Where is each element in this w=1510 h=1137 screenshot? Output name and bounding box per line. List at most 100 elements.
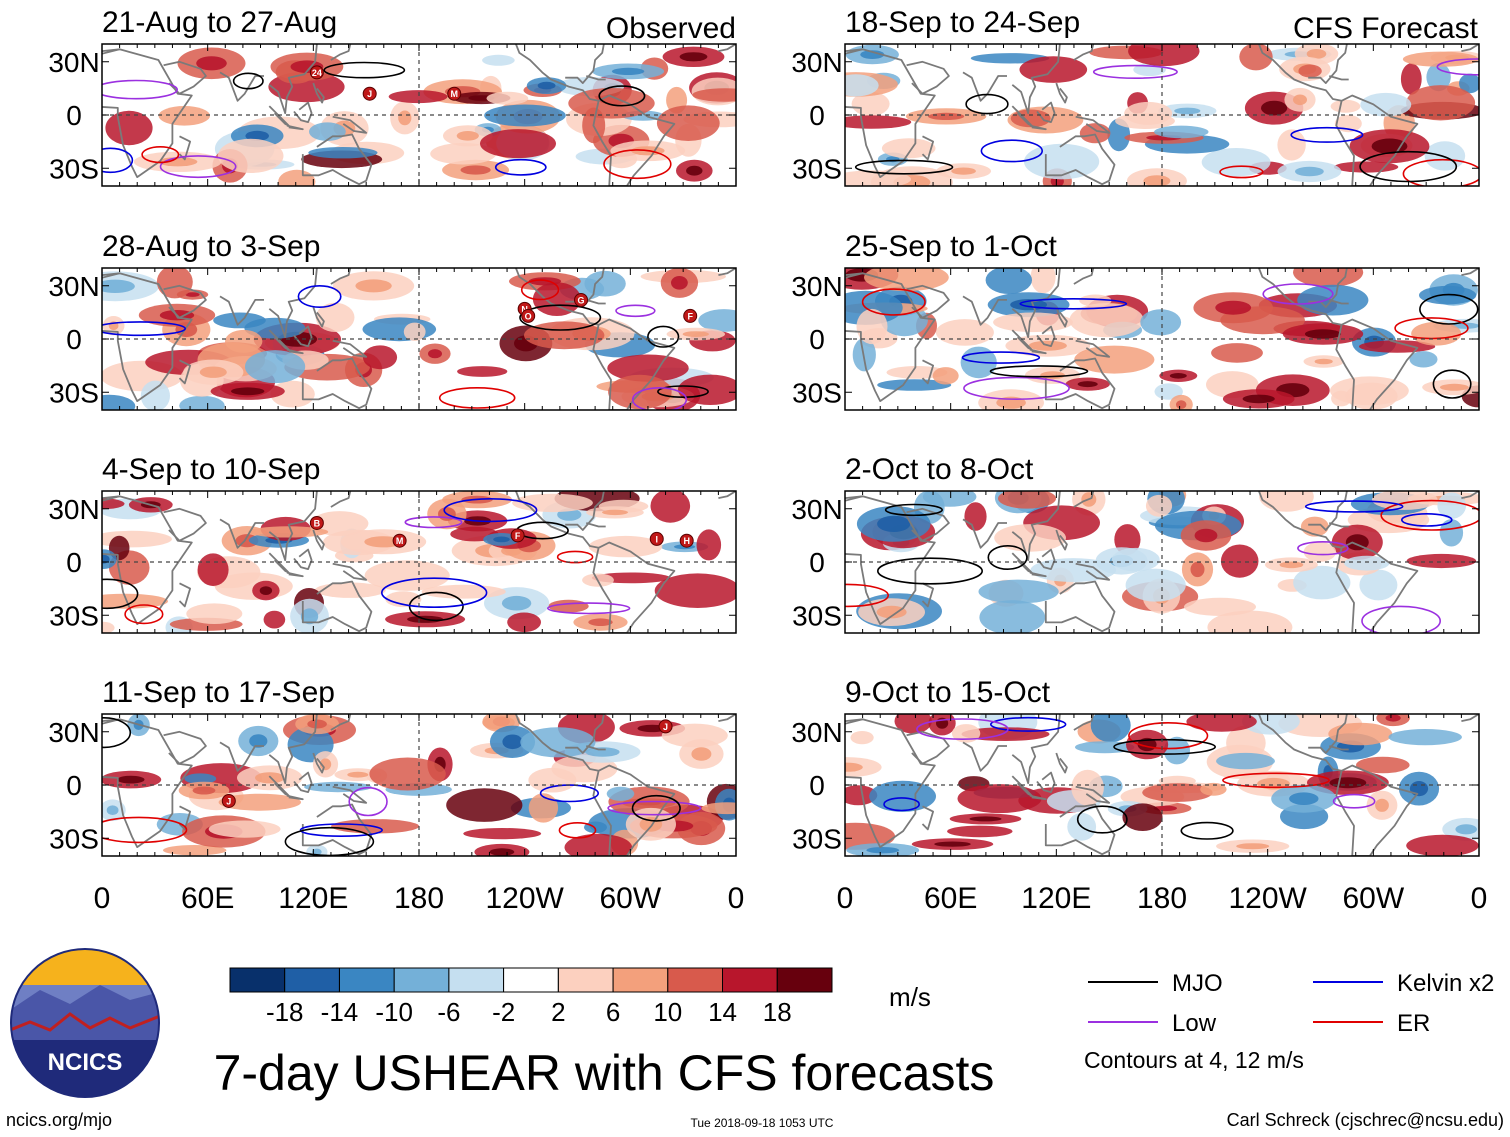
shear-anomaly-blob [102,621,115,633]
coastline [268,44,318,115]
shear-anomaly-blob [696,529,722,561]
wave-contour [1359,150,1458,183]
wave-contour [102,321,186,337]
shear-anomaly-core [1306,49,1327,59]
shear-anomaly-blob [856,308,888,345]
colorbar-tick-label: 18 [763,997,792,1027]
shear-anomaly-blob [480,129,556,159]
shear-anomaly-blob [315,302,355,332]
wave-contour [1297,540,1349,556]
shear-anomaly-blob [935,319,994,346]
wave-contour [1262,283,1334,305]
colorbar-bin [557,967,614,993]
shear-anomaly-core [1455,824,1477,835]
footer-credit: Carl Schreck (cjschrec@ncsu.edu) [1227,1110,1504,1130]
wave-contour [631,387,688,410]
wave-contour [965,93,1009,115]
shear-anomaly-blob [314,582,386,598]
shear-anomaly-blob [979,600,1046,633]
shear-anomaly-core [611,67,645,75]
wave-contour [883,797,921,812]
colorbar-bin [448,967,505,993]
coastline [332,562,368,581]
wave-contour [102,79,178,100]
coastline [332,115,368,134]
wave-contour [1432,369,1472,399]
shear-anomaly-blob [1345,382,1398,410]
shear-anomaly-blob [1409,351,1438,368]
shear-anomaly-blob [1360,92,1412,117]
coastline [102,272,120,276]
shear-anomaly-blob [1330,99,1361,113]
coastline [515,268,599,326]
colorbar-bin [284,967,340,993]
y-tick-label: 30N [48,271,99,302]
colorbar-tick-label: -18 [266,997,304,1027]
coastline [163,60,207,95]
panel-title: 9-Oct to 15-Oct [845,676,1051,709]
shear-anomaly-blob [403,322,426,341]
coastline [1335,541,1419,633]
shear-anomaly-blob [484,104,566,127]
shear-anomaly-blob [568,88,655,119]
wave-contour [1380,499,1479,531]
shear-anomaly-blob [1277,129,1306,161]
shear-anomaly-core [877,515,911,533]
coastline [268,714,318,785]
shear-anomaly-blob [1328,722,1393,746]
wave-contour [961,351,1041,364]
y-tick-label: 30N [791,717,842,748]
storm-marker [574,292,589,307]
forecast-label: CFS Forecast [1293,12,1479,45]
coastline [102,272,193,402]
colorbar-bin [339,967,395,993]
shear-anomaly-blob [528,793,559,823]
shear-anomaly-core [1236,843,1270,850]
shear-anomaly-blob [993,312,1073,333]
shear-anomaly-core [1040,371,1065,380]
shear-anomaly-blob [985,268,1032,294]
shear-anomaly-blob [864,268,949,292]
shear-anomaly-core [671,276,688,290]
footer-timestamp: Tue 2018-09-18 1053 UTC [691,1116,834,1130]
y-tick-label: 0 [809,100,825,131]
x-tick-label: 60W [1342,882,1404,915]
wave-contour [124,604,164,625]
storm-marker [521,308,536,323]
wave-contour [963,376,1070,400]
wave-contour [102,147,134,174]
x-tick-label: 120W [1228,882,1307,915]
coastline [286,124,304,131]
wave-contour [1290,126,1364,143]
shear-anomaly-blob [1372,491,1438,510]
shear-anomaly-core [199,366,227,378]
shear-anomaly-blob [947,825,1013,838]
coastline [906,60,950,95]
wave-contour [102,717,132,749]
shear-anomaly-blob [1154,125,1209,139]
coastline [906,507,950,542]
coastline [1044,580,1116,633]
coastline [163,730,207,765]
wave-contour [657,385,709,398]
coastline [586,75,606,81]
shear-anomaly-blob [1298,64,1322,78]
coastline [219,295,264,326]
shear-anomaly-blob [692,88,736,102]
y-tick-label: 30S [49,153,99,184]
shear-anomaly-core [1439,383,1469,391]
shear-anomaly-blob [308,147,378,159]
shear-anomaly-core [106,805,119,815]
coastline [102,48,120,52]
coastline [1011,491,1061,562]
wave-contour [598,85,646,107]
coastline [565,44,605,84]
x-tick-label: 180 [1137,882,1187,915]
shear-anomaly-blob [845,822,896,850]
shear-anomaly-blob [877,379,952,391]
storm-letter: 24 [312,68,322,78]
shear-anomaly-blob [486,91,529,105]
shear-anomaly-blob [656,105,720,141]
wave-contour [297,284,342,308]
coastline [1308,714,1348,754]
